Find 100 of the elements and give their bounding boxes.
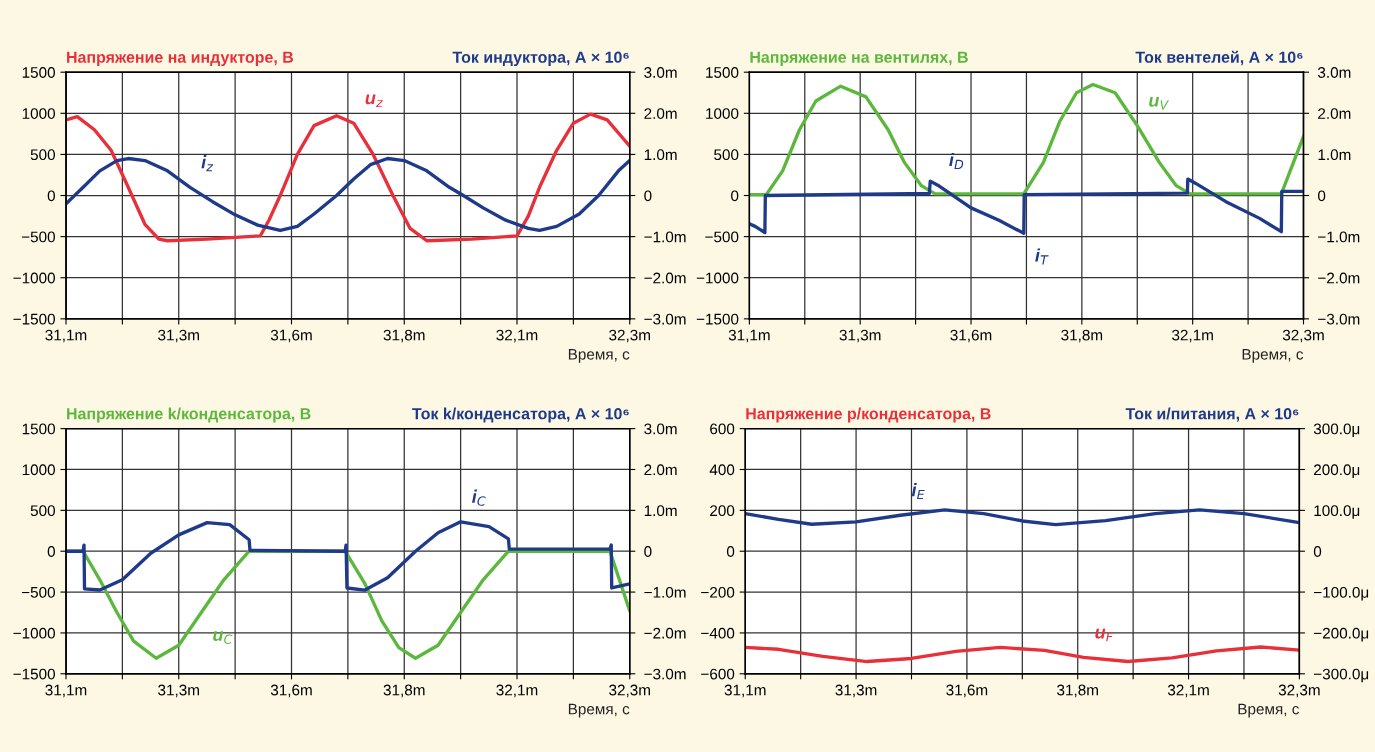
y2-axis-title: Ток k/конденсатора, А × 10⁶ [412, 407, 629, 423]
y2-tick-label: 2.0m [644, 108, 677, 119]
x-tick-label: 31,3m [158, 329, 199, 343]
x-tick-label: 31,1m [728, 329, 770, 343]
x-axis-title: Время, с [568, 703, 630, 718]
y-tick-label: −1500 [13, 313, 55, 325]
annotation: u$_{V}$ [1149, 97, 1169, 110]
line-series [66, 520, 630, 592]
y2-tick-label: −2.0m [644, 627, 686, 639]
y2-axis-title: Ток индуктора, А × 10⁶ [452, 51, 629, 67]
y2-tick-label: 0 [1313, 546, 1322, 557]
y2-tick-label: 3.0m [1317, 67, 1351, 78]
annotation: i$_{C}$ [472, 489, 486, 506]
annotation: u$_{C}$ [213, 631, 233, 644]
y2-tick-label: 1.0m [644, 505, 677, 517]
y2-tick-label: 2.0m [1318, 108, 1351, 119]
y-tick-label: 200 [710, 505, 735, 517]
y-tick-label: 400 [709, 464, 735, 476]
y2-tick-label: −2.0m [644, 272, 686, 284]
y-tick-label: 0 [47, 546, 55, 557]
x-tick-label: 32,3m [609, 684, 650, 698]
y-tick-label: −200 [701, 586, 735, 598]
y-tick-label: 0 [726, 546, 735, 557]
y2-tick-label: 0 [644, 546, 652, 557]
line-series [745, 508, 1300, 527]
y2-axis-title: Ток и/питания, А × 10⁶ [1125, 407, 1299, 422]
y-axis-title: Напряжение на вентилях, В [750, 51, 968, 67]
y-tick-label: 1500 [22, 67, 55, 78]
y2-tick-label: −3.0m [644, 668, 686, 680]
y2-tick-label: −1.0m [1318, 231, 1360, 243]
y-tick-label: −1500 [13, 668, 55, 680]
x-tick-label: 31,3m [839, 329, 881, 343]
x-axis-title: Время, с [1242, 349, 1304, 363]
line-series [66, 112, 630, 243]
y-axis-title: Напряжение k/конденсатора, В [67, 407, 311, 423]
x-tick-label: 32,1m [1172, 329, 1213, 343]
y-axis-title: Напряжение на индукторе, В [67, 51, 294, 67]
x-tick-label: 31,3m [158, 684, 199, 698]
y2-tick-label: 2.0m [644, 464, 677, 476]
x-axis-title: Время, с [1238, 703, 1299, 718]
y-tick-label: −1000 [696, 272, 739, 284]
y2-tick-label: −3.0m [644, 313, 686, 325]
y2-tick-label: 1.0m [1318, 149, 1351, 161]
y2-tick-label: 1.0m [644, 149, 677, 161]
x-tick-label: 31,1m [45, 329, 87, 343]
x-tick-label: 32,3m [1282, 329, 1324, 343]
y2-tick-label: 3.0m [644, 423, 677, 435]
y-tick-label: 1000 [22, 108, 55, 119]
x-tick-label: 32,1m [496, 329, 538, 343]
x-tick-label: 31,6m [946, 684, 988, 698]
y-tick-label: 1500 [706, 67, 739, 78]
x-tick-label: 31,8m [1061, 329, 1103, 343]
annotation: i$_{z}$ [201, 155, 214, 172]
x-tick-label: 32,3m [609, 329, 650, 343]
y2-tick-label: 300.0μ [1313, 423, 1360, 438]
x-tick-label: 31,8m [383, 329, 425, 343]
annotation: i$_{E}$ [911, 483, 925, 500]
line-series [749, 82, 1304, 197]
y-tick-label: −500 [21, 586, 55, 598]
line-series [749, 177, 1304, 236]
y2-tick-label: 100.0μ [1314, 505, 1360, 519]
y-tick-label: 500 [30, 505, 55, 517]
y-tick-label: −500 [21, 231, 55, 243]
y-tick-label: 500 [30, 149, 55, 161]
y2-tick-label: −200.0μ [1314, 627, 1369, 642]
y2-axis-title: Ток вентелей, А × 10⁶ [1135, 50, 1303, 66]
y-tick-label: 0 [731, 190, 739, 202]
y-tick-label: 1500 [22, 423, 55, 435]
x-tick-label: 31,6m [270, 684, 312, 698]
x-tick-label: 31,1m [724, 684, 766, 698]
y2-tick-label: 200.0μ [1314, 464, 1360, 478]
y2-tick-label: −300.0μ [1314, 668, 1369, 683]
y-tick-label: 1000 [22, 464, 55, 476]
y-tick-label: −600 [701, 668, 735, 680]
y-tick-label: −500 [705, 231, 739, 243]
line-series [745, 645, 1300, 664]
y-tick-label: 600 [710, 423, 735, 435]
y2-tick-label: −2.0m [1318, 272, 1360, 284]
y-tick-label: −1000 [13, 272, 55, 284]
x-tick-label: 31,8m [1057, 684, 1098, 698]
y2-tick-label: −1.0m [644, 231, 686, 243]
y2-tick-label: 0 [644, 190, 652, 202]
x-tick-label: 31,6m [950, 329, 992, 343]
annotation: i$_{T}$ [1035, 248, 1049, 265]
x-axis-title: Время, с [568, 349, 630, 363]
y2-tick-label: −100.0μ [1314, 586, 1369, 601]
annotation: i$_{D}$ [949, 153, 964, 170]
y-tick-label: 1000 [706, 108, 739, 119]
line-series [66, 156, 630, 233]
x-tick-label: 31,1m [45, 684, 87, 698]
y-tick-label: −400 [701, 627, 735, 639]
y-tick-label: −1500 [696, 313, 739, 325]
y-tick-label: 0 [47, 190, 55, 202]
y2-tick-label: −1.0m [644, 586, 686, 598]
y2-tick-label: 3.0m [644, 67, 677, 78]
annotation: u$_{z}$ [365, 94, 383, 108]
x-tick-label: 32,1m [496, 684, 538, 698]
y2-tick-label: −3.0m [1318, 313, 1360, 325]
x-tick-label: 31,8m [383, 684, 425, 698]
x-tick-label: 31,3m [835, 684, 877, 698]
